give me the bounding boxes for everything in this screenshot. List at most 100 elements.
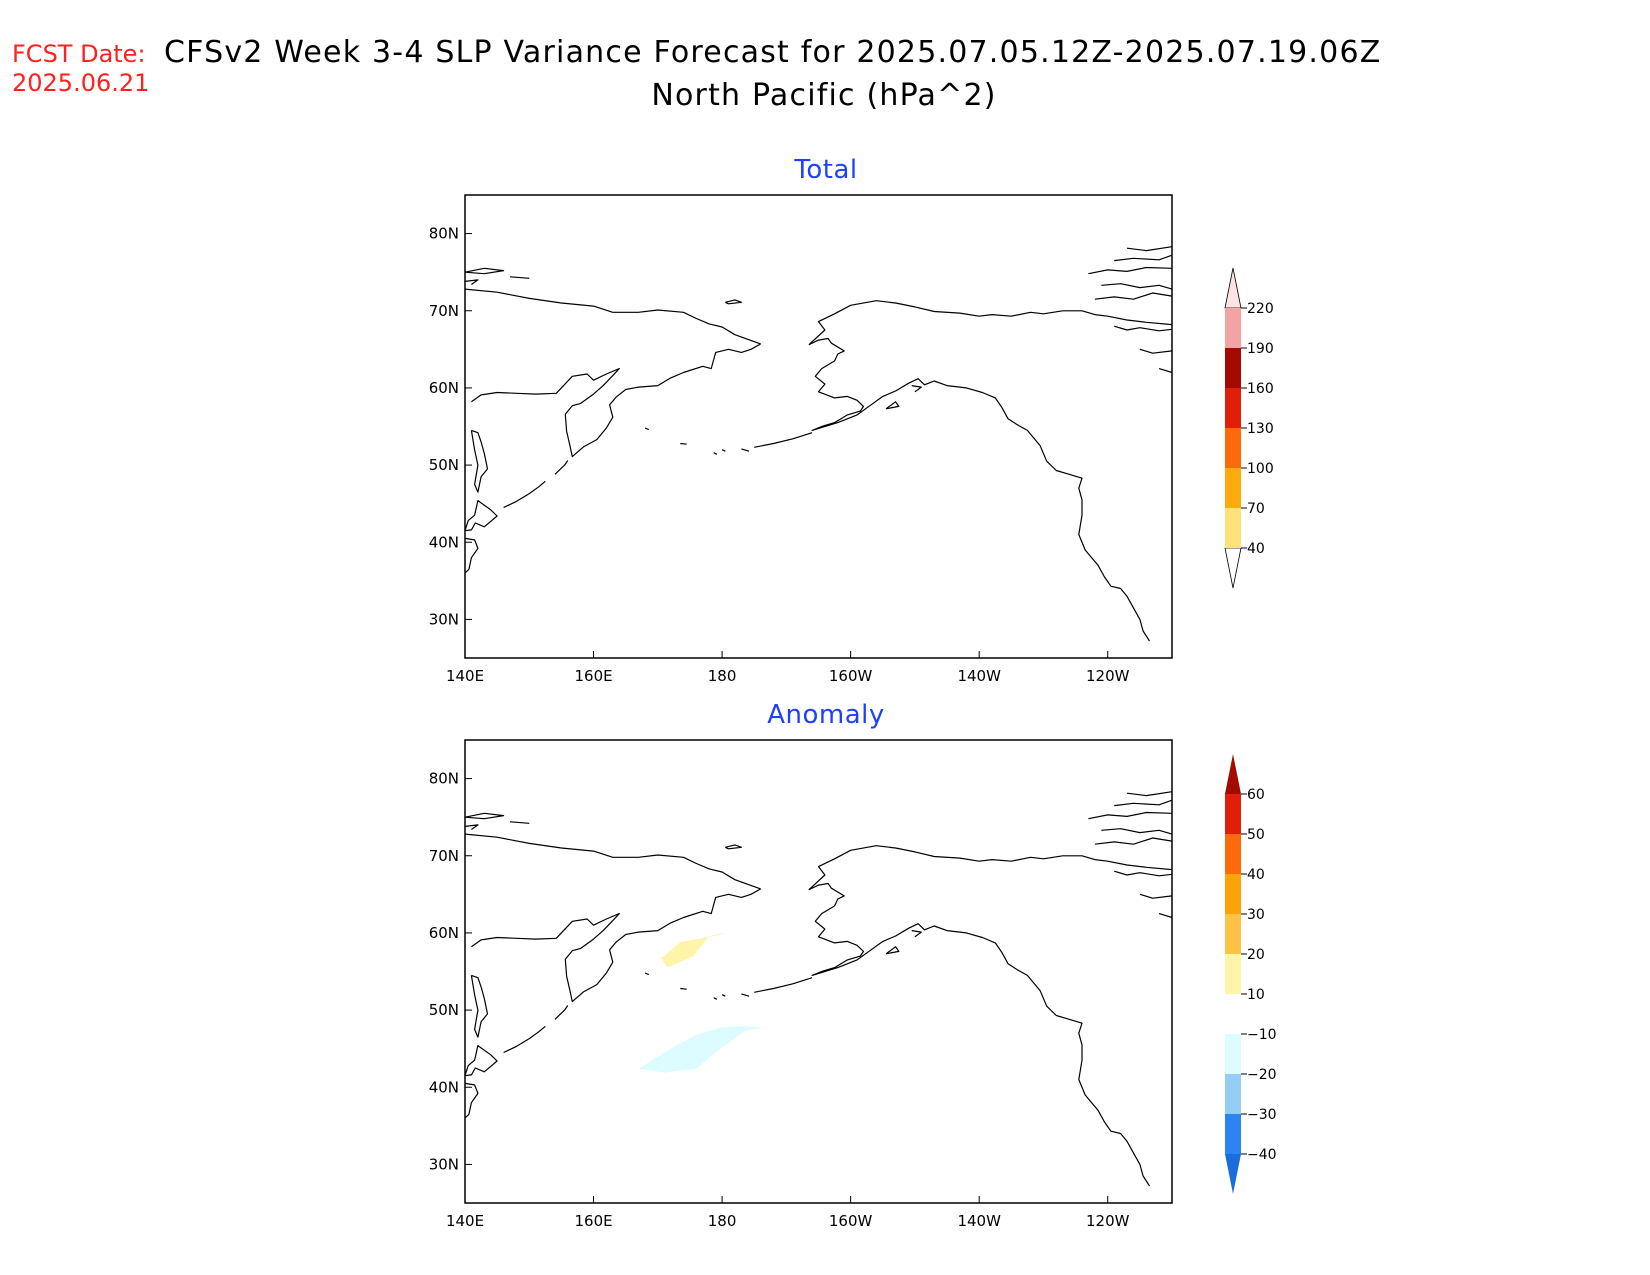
- total-colorbar: 220 190 160 130 100 70 40: [1224, 267, 1274, 589]
- panel-title-total: Total: [793, 155, 857, 185]
- anomaly-coastline-segment: [885, 946, 900, 955]
- total-coastline-segment: [885, 401, 900, 410]
- total-coastline-segment: [911, 385, 922, 393]
- total-colorbar-label: 40: [1247, 541, 1265, 557]
- total-colorbar-label: 220: [1247, 301, 1274, 317]
- anomaly-shaded-region-0: [661, 932, 726, 968]
- anomaly-coastline-segment: [1101, 828, 1173, 835]
- anomaly-coastline-segment: [808, 845, 1173, 891]
- total-lon-tick-label: 160W: [829, 667, 873, 685]
- anomaly-colorbar-label: 20: [1247, 947, 1265, 963]
- anomaly-colorbar-label: −20: [1247, 1067, 1277, 1083]
- total-coastline-segment: [680, 442, 687, 445]
- anomaly-lon-tick-label: 160W: [829, 1212, 873, 1230]
- anomaly-lon-tick-label: 140W: [957, 1212, 1001, 1230]
- panel-total: Total 140E 160E 180 160W 140W 120W 80N 70N 60N 5…: [429, 155, 1274, 685]
- anomaly-lat-tick-label: 40N: [429, 1078, 459, 1096]
- anomaly-coastline-segment: [911, 930, 922, 938]
- anomaly-coastline-segment: [464, 833, 761, 890]
- total-lat-tick-label: 30N: [429, 610, 459, 628]
- fcst-date-label: FCST Date:: [12, 40, 146, 68]
- total-colorbar-extend-low: [1224, 547, 1242, 589]
- anomaly-lat-ticks: 80N 70N 60N 50N 40N 30N: [429, 770, 472, 1173]
- anomaly-lon-tick-label: 140E: [446, 1212, 484, 1230]
- anomaly-colorbar-label: −30: [1247, 1107, 1277, 1123]
- total-coastline-segment: [464, 500, 498, 532]
- anomaly-coastline-segment: [509, 821, 530, 824]
- panel-anomaly: Anomaly 140E 160E 180 160W 140W 120W 80N 70N 60…: [429, 700, 1277, 1230]
- anomaly-colorbar-box: [1225, 794, 1241, 834]
- figure-subtitle: North Pacific (hPa^2): [651, 78, 996, 113]
- total-coastline-segment: [1101, 283, 1173, 290]
- total-coastline-segment: [1114, 325, 1173, 332]
- total-coastline-segment: [808, 337, 1151, 642]
- total-colorbar-label: 160: [1247, 381, 1274, 397]
- total-coastline-segment: [471, 343, 761, 458]
- total-coastline-segment: [741, 448, 750, 452]
- total-colorbar-extend-high: [1224, 267, 1242, 309]
- total-coastline-segment: [725, 299, 742, 305]
- anomaly-colorbar-box: [1225, 954, 1241, 994]
- anomaly-coastline-segment: [554, 1005, 569, 1020]
- panel-title-anomaly: Anomaly: [767, 700, 885, 730]
- total-lat-ticks: 80N 70N 60N 50N 40N 30N: [429, 225, 472, 628]
- total-coastline-segment: [1158, 368, 1173, 374]
- anomaly-coastline-segment: [1139, 893, 1173, 899]
- anomaly-colorbar-label: −40: [1247, 1147, 1277, 1163]
- anomaly-coastline-segment: [1088, 811, 1173, 820]
- anomaly-coastline-segment: [464, 812, 505, 820]
- anomaly-colorbar-label: 40: [1247, 867, 1265, 883]
- anomaly-coastline-segment: [754, 977, 813, 993]
- anomaly-coastline-segment: [464, 824, 479, 830]
- anomaly-lat-tick-label: 80N: [429, 770, 459, 788]
- total-colorbar-label: 190: [1247, 341, 1274, 357]
- anomaly-lat-tick-label: 50N: [429, 1001, 459, 1019]
- total-coastline-segment: [464, 288, 761, 345]
- total-coastline-segment: [1114, 254, 1173, 262]
- anomaly-colorbar-box: [1225, 914, 1241, 954]
- total-lon-tick-label: 120W: [1086, 667, 1130, 685]
- anomaly-coastline-segment: [1158, 913, 1173, 919]
- total-lat-tick-label: 50N: [429, 456, 459, 474]
- total-coastline-segment: [464, 537, 479, 574]
- total-coastline-segment: [554, 460, 569, 475]
- anomaly-colorbar-label: 60: [1247, 787, 1265, 803]
- total-coastline-segment: [1088, 266, 1173, 275]
- total-coastline-segment: [721, 449, 726, 452]
- total-coastline-segment: [464, 279, 479, 285]
- anomaly-colorbar-box: [1225, 1074, 1241, 1114]
- anomaly-colorbar-extend-low: [1225, 1154, 1241, 1194]
- total-colorbar-box: [1225, 348, 1241, 388]
- anomaly-colorbar-box: [1225, 834, 1241, 874]
- anomaly-coastline-segment: [464, 1082, 479, 1119]
- total-coastline-segment: [808, 300, 1173, 346]
- total-coastline-segment: [509, 276, 530, 279]
- anomaly-colorbar-label: −10: [1247, 1027, 1277, 1043]
- anomaly-map-frame: [464, 739, 1173, 1204]
- total-lon-tick-label: 140W: [957, 667, 1001, 685]
- total-lon-tick-label: 160E: [574, 667, 612, 685]
- total-coastline-segment: [1094, 292, 1173, 300]
- anomaly-colorbar-label: 10: [1247, 987, 1265, 1003]
- total-coastline-segment: [713, 452, 718, 455]
- anomaly-colorbar-box: [1225, 874, 1241, 914]
- total-coastline-segment: [470, 429, 489, 493]
- total-map-frame: [464, 194, 1173, 659]
- anomaly-coastline-segment: [1114, 799, 1173, 807]
- anomaly-colorbar-label: 50: [1247, 827, 1265, 843]
- anomaly-colorbar: 60 50 40 30 20 10 −10 −20 −30 −40: [1225, 754, 1277, 1194]
- anomaly-coastline-segment: [808, 882, 1151, 1187]
- total-coastline-segment: [1126, 246, 1173, 252]
- anomaly-lon-tick-label: 120W: [1086, 1212, 1130, 1230]
- anomaly-colorbar-box: [1225, 1034, 1241, 1074]
- anomaly-coastline-segment: [713, 997, 718, 1000]
- anomaly-lat-tick-label: 60N: [429, 924, 459, 942]
- anomaly-coastline-segment: [680, 987, 687, 990]
- total-coastline-segment: [464, 267, 505, 275]
- anomaly-colorbar-box: [1225, 1114, 1241, 1154]
- total-colorbar-label: 100: [1247, 461, 1274, 477]
- anomaly-coastline: [464, 791, 1173, 1187]
- anomaly-lat-tick-label: 30N: [429, 1155, 459, 1173]
- anomaly-coastline-segment: [644, 972, 650, 976]
- total-colorbar-box: [1225, 468, 1241, 508]
